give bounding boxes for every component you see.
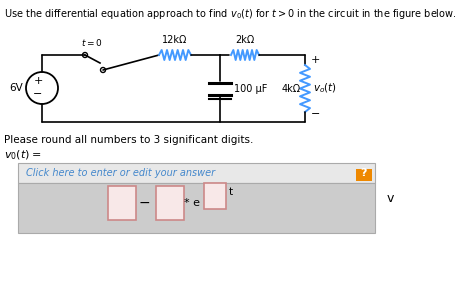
Circle shape <box>100 67 106 72</box>
FancyBboxPatch shape <box>108 186 136 220</box>
Text: v: v <box>387 192 394 205</box>
Text: 2kΩ: 2kΩ <box>236 35 255 45</box>
Text: +: + <box>311 55 320 65</box>
Text: 4kΩ: 4kΩ <box>282 83 301 94</box>
FancyBboxPatch shape <box>204 183 226 209</box>
Text: $t = 0$: $t = 0$ <box>81 37 103 47</box>
Text: −: − <box>33 89 43 99</box>
Text: +: + <box>33 76 43 86</box>
Text: Use the differential equation approach to find $v_0(t)$ for $t > 0$ in the circu: Use the differential equation approach t… <box>4 7 456 21</box>
Text: −: − <box>311 109 320 119</box>
FancyBboxPatch shape <box>18 163 375 183</box>
FancyBboxPatch shape <box>156 186 184 220</box>
Text: * e: * e <box>184 198 200 208</box>
Text: t: t <box>229 187 233 197</box>
Text: ?: ? <box>361 168 367 178</box>
Text: 6V: 6V <box>9 83 23 93</box>
Text: 100 μF: 100 μF <box>234 83 267 94</box>
Text: Click here to enter or edit your answer: Click here to enter or edit your answer <box>26 168 215 178</box>
Text: −: − <box>138 196 150 210</box>
FancyBboxPatch shape <box>18 183 375 233</box>
Circle shape <box>82 52 88 58</box>
Text: $v_0(t) =$: $v_0(t) =$ <box>4 148 41 162</box>
Text: 12kΩ: 12kΩ <box>162 35 188 45</box>
Text: Please round all numbers to 3 significant digits.: Please round all numbers to 3 significan… <box>4 135 254 145</box>
FancyBboxPatch shape <box>356 169 372 181</box>
Text: $v_o(t)$: $v_o(t)$ <box>313 82 337 95</box>
